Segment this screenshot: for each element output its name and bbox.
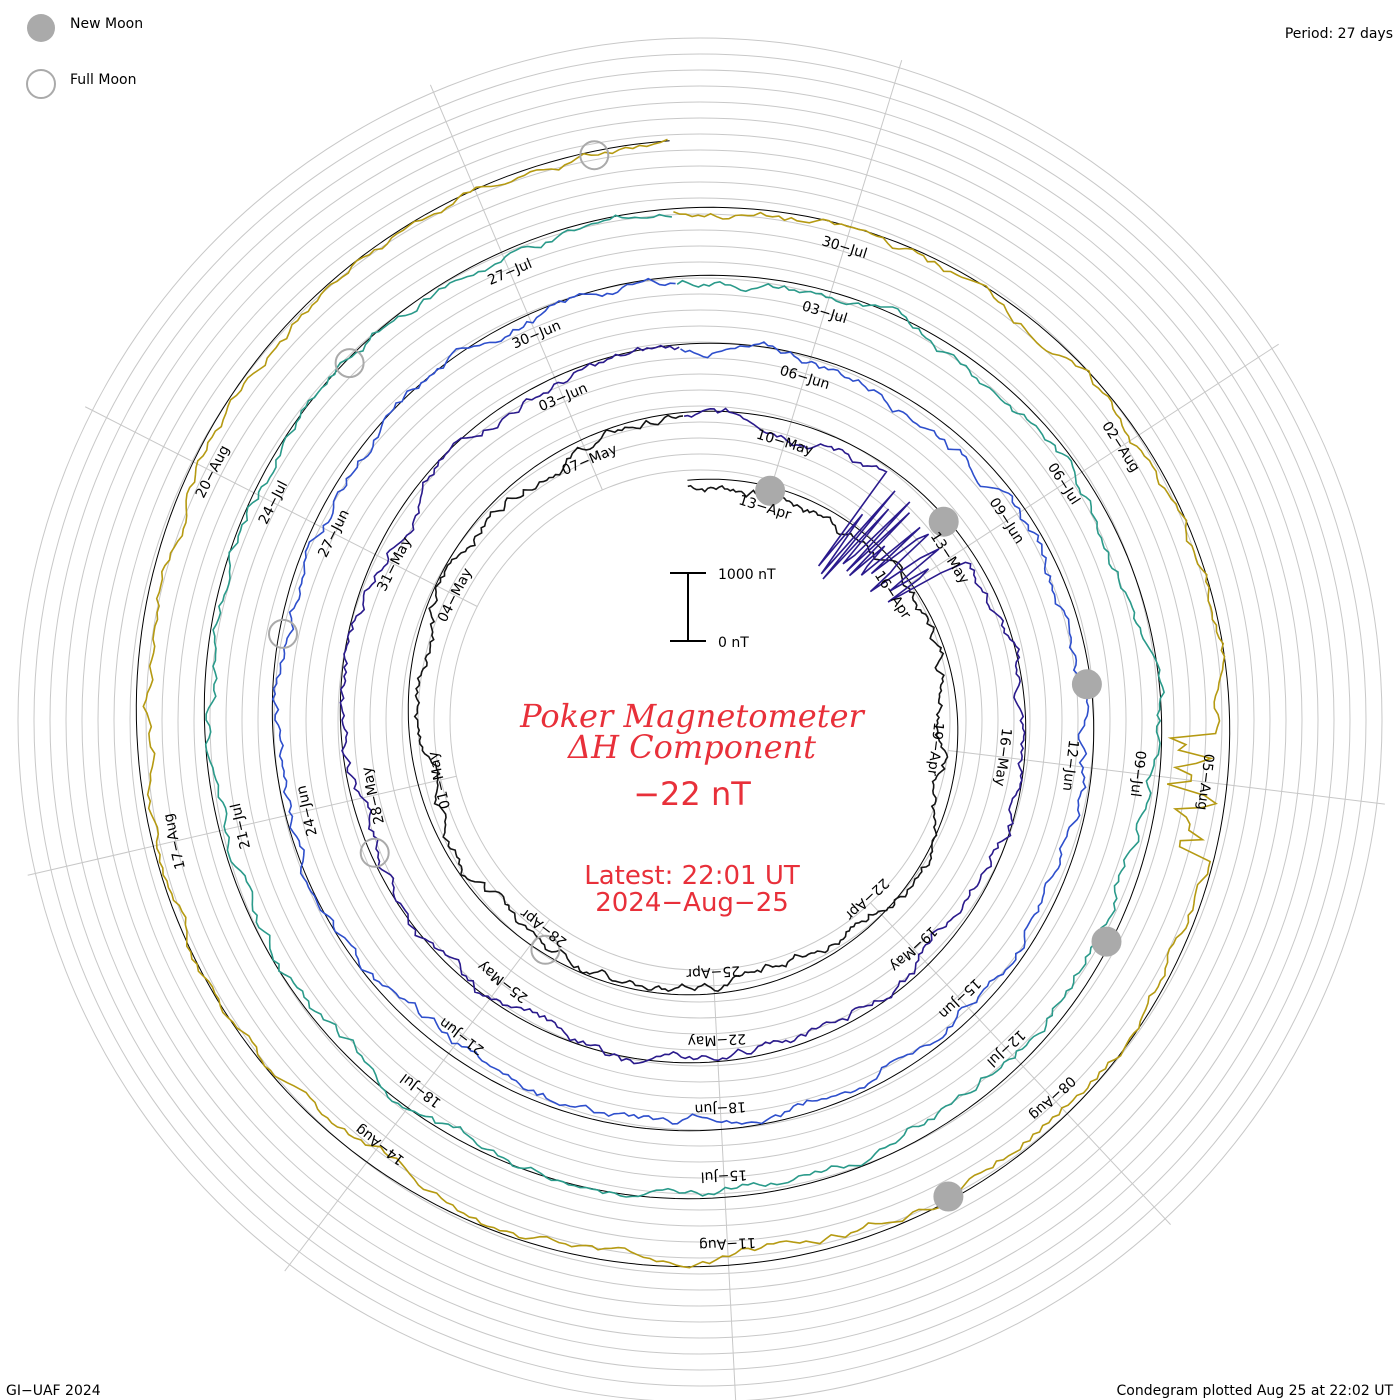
radial-spokes — [27, 60, 1385, 1400]
grid-ring — [321, 341, 1079, 1099]
scale-bottom-label: 0 nT — [718, 635, 749, 651]
date-tick-label: 30−Jul — [820, 233, 869, 262]
ring-trace-1 — [413, 414, 949, 993]
date-tick-label: 22−Apr — [841, 875, 891, 924]
grid-ring — [369, 389, 1031, 1051]
grid-ring — [65, 85, 1335, 1355]
radial-spoke — [429, 84, 603, 491]
date-tick-label: 21−Jul — [228, 802, 254, 851]
date-tick-label: 19−Apr — [924, 721, 946, 777]
date-tick-label: 15−Jun — [935, 975, 984, 1022]
latest-time: Latest: 22:01 UT — [584, 861, 800, 891]
ring-trace-4 — [204, 213, 1165, 1198]
grid-ring — [97, 117, 1303, 1323]
date-tick-label: 19−May — [886, 923, 940, 975]
date-tick-label: 13−May — [927, 529, 972, 587]
data-traces — [135, 138, 1231, 1269]
new-moon-marker — [928, 506, 959, 537]
full-moon-marker — [334, 348, 365, 379]
radial-spoke — [772, 60, 903, 482]
grid-ring — [209, 229, 1191, 1211]
date-tick-label: 12−Jun — [1059, 739, 1081, 792]
date-tick-label: 09−Jul — [1127, 750, 1149, 798]
radial-spoke — [84, 406, 478, 607]
legend-new-moon-label: New Moon — [70, 16, 143, 32]
credit-label: GI−UAF 2024 — [6, 1383, 101, 1399]
grid-ring — [161, 181, 1239, 1259]
date-tick-label: 25−Apr — [686, 962, 741, 981]
grid-ring — [401, 421, 999, 1019]
date-tick-label: 08−Aug — [1026, 1072, 1079, 1123]
grid-ring — [81, 101, 1319, 1339]
grid-ring — [241, 261, 1159, 1179]
radial-spoke — [284, 919, 550, 1272]
grid-ring — [17, 37, 1383, 1400]
date-tick-label: 07−May — [560, 441, 620, 479]
grid-ring — [129, 149, 1271, 1291]
grid-ring — [177, 197, 1223, 1243]
date-tick-label: 22−May — [687, 1030, 746, 1049]
chart-subtitle: ΔH Component — [566, 728, 816, 766]
date-tick-label: 15−Jul — [700, 1166, 747, 1184]
grid-ring — [33, 53, 1367, 1387]
grid-ring — [337, 357, 1063, 1083]
grid-ring — [257, 277, 1143, 1163]
date-tick-label: 14−Aug — [353, 1121, 408, 1168]
date-tick-label: 11−Aug — [699, 1234, 757, 1253]
new-moon-legend-icon — [27, 14, 55, 42]
radial-spoke — [948, 749, 1385, 805]
new-moon-marker — [1071, 669, 1102, 700]
scale-bar: 1000 nT 0 nT — [670, 567, 776, 651]
latest-date: 2024−Aug−25 — [595, 888, 789, 918]
date-tick-label: 16−May — [991, 727, 1014, 787]
date-tick-label: 02−Aug — [1098, 419, 1142, 475]
grid-ring — [49, 69, 1351, 1371]
period-label: Period: 27 days — [1285, 26, 1393, 42]
date-tick-label: 10−May — [754, 427, 815, 459]
full-moon-marker — [530, 934, 561, 965]
ring-trace-3 — [271, 277, 1090, 1125]
grid-ring — [353, 373, 1047, 1067]
ring-trace-2 — [339, 344, 1026, 1065]
grid-ring — [449, 469, 951, 971]
date-tick-label: 21−Jun — [437, 1014, 488, 1058]
radial-spoke — [27, 775, 457, 876]
legend: New Moon Full Moon — [26, 14, 143, 99]
plotted-label: Condegram plotted Aug 25 at 22:02 UT — [1117, 1383, 1394, 1399]
grid-ring — [273, 293, 1127, 1147]
new-moon-marker — [933, 1181, 964, 1212]
date-tick-label: 18−Jun — [694, 1098, 746, 1117]
grid-ring — [385, 405, 1015, 1035]
baseline-spiral — [135, 140, 1231, 1268]
new-moon-marker — [1091, 926, 1122, 957]
scale-top-label: 1000 nT — [718, 567, 776, 583]
date-tick-label: 28−Apr — [517, 905, 570, 950]
legend-full-moon-label: Full Moon — [70, 72, 136, 88]
date-tick-label: 27−Jul — [486, 256, 535, 289]
full-moon-marker — [579, 140, 610, 171]
full-moon-marker — [359, 837, 390, 868]
date-tick-label: 30−Jun — [510, 318, 564, 353]
grid-ring — [289, 309, 1111, 1131]
current-value: −22 nT — [633, 775, 751, 813]
grid-ring — [193, 213, 1207, 1227]
date-tick-label: 05−Aug — [1194, 753, 1217, 811]
radial-spoke — [909, 343, 1279, 585]
full-moon-legend-icon — [26, 69, 56, 99]
moon-markers — [268, 140, 1122, 1212]
full-moon-marker — [268, 618, 298, 649]
grid-ring — [113, 133, 1287, 1307]
new-moon-marker — [755, 475, 786, 506]
radial-spoke — [712, 969, 737, 1400]
chart-title: Poker Magnetometer — [519, 697, 865, 735]
ring-trace-5 — [142, 138, 1226, 1269]
date-tick-label: 03−Jun — [536, 380, 590, 415]
date-tick-label: 28−May — [359, 765, 388, 826]
grid-ring — [145, 165, 1255, 1275]
